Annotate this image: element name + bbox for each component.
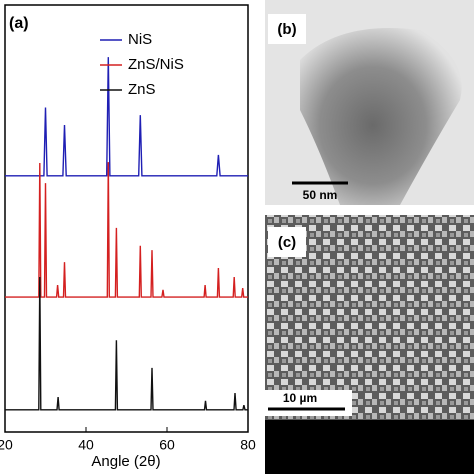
scale-text: 50 nm (303, 188, 338, 202)
label-box (268, 14, 306, 44)
sem-panel: (c) 10 µm (262, 215, 474, 474)
x-axis-label: Angle (2θ) (91, 453, 160, 470)
panel-label: (b) (277, 21, 296, 38)
line-series (5, 162, 248, 298)
plot-frame (4, 4, 249, 433)
scale-box (262, 390, 352, 416)
sem-footer (265, 420, 474, 474)
line-series (5, 57, 248, 177)
tem-panel: (b) 50 nm (265, 0, 474, 205)
tem-particle (300, 28, 462, 205)
legend-label: ZnS (128, 81, 156, 98)
x-tick-label: 80 (240, 437, 256, 453)
panel-label: (a) (9, 15, 29, 32)
line-series (5, 276, 248, 411)
panel-label: (c) (278, 234, 296, 251)
legend-label: ZnS/NiS (128, 56, 184, 73)
legend-label: NiS (128, 31, 152, 48)
x-tick-label: 20 (0, 437, 13, 453)
x-tick-label: 60 (159, 437, 175, 453)
x-tick-label: 40 (78, 437, 94, 453)
scale-text: 10 µm (283, 391, 317, 405)
label-box (268, 227, 306, 257)
